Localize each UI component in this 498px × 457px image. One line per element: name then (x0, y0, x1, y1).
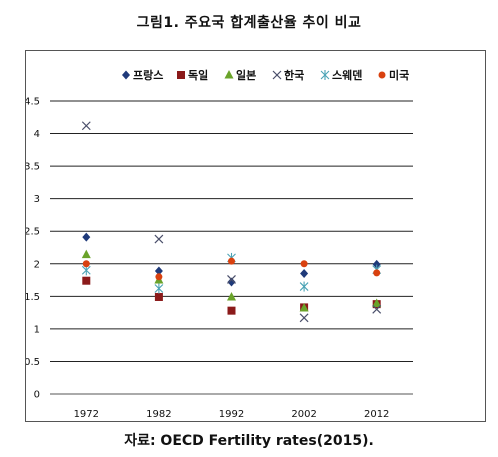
point-1 (82, 276, 91, 285)
x-tick-label: 1982 (146, 409, 171, 420)
point-4 (299, 281, 309, 292)
point-0 (82, 232, 91, 242)
asterisk-icon (320, 70, 330, 80)
circle-icon (378, 71, 386, 79)
y-tick-label: 0 (34, 390, 40, 401)
point-3 (154, 234, 164, 244)
point-2 (227, 291, 236, 301)
point-5 (373, 269, 381, 277)
x-tick-label: 2002 (291, 409, 316, 420)
point-5 (300, 260, 308, 268)
x-axis: 1972 1982 1992 2002 2012 (74, 409, 390, 420)
point-0 (154, 266, 163, 276)
legend-item: 미국 (378, 68, 409, 82)
square-icon (177, 71, 185, 79)
point-0 (300, 269, 309, 279)
x-icon (272, 70, 282, 80)
point-2 (81, 249, 91, 259)
legend-item: 일본 (224, 68, 256, 82)
point-0 (372, 259, 381, 269)
legend-label: 프랑스 (133, 69, 163, 82)
point-1 (227, 306, 236, 315)
legend-label: 스웨덴 (332, 68, 362, 82)
triangle-icon (224, 70, 234, 79)
data-points (81, 121, 382, 323)
y-axis: 0 0.5 1 1.5 2 2.5 3 3.5 4 4.5 (24, 97, 40, 401)
point-0 (227, 277, 236, 287)
diamond-icon (122, 70, 130, 80)
point-3 (299, 313, 309, 323)
y-tick-label: 2 (34, 259, 40, 270)
legend-label: 일본 (236, 68, 256, 82)
legend-label: 미국 (389, 68, 409, 82)
point-3 (372, 304, 382, 314)
legend-label: 독일 (188, 68, 208, 82)
source-note: 자료: OECD Fertility rates(2015). (124, 433, 374, 449)
chart-frame: 프랑스 독일 일본 한국 스웨덴 미국 0 0.5 1 1.5 2 2.5 3 3.5 4 4.5 1972… (24, 50, 486, 422)
y-tick-label: 3.5 (26, 162, 40, 173)
legend-item: 독일 (177, 68, 208, 82)
point-3 (81, 121, 91, 131)
gridlines (50, 100, 413, 395)
x-tick-label: 1972 (74, 409, 99, 420)
legend-label: 한국 (284, 68, 304, 82)
x-tick-label: 1992 (219, 409, 244, 420)
chart-title: 그림1. 주요국 합계출산율 추이 비교 (136, 15, 362, 31)
y-tick-label: 0.5 (26, 357, 40, 368)
legend: 프랑스 독일 일본 한국 스웨덴 미국 (122, 68, 409, 82)
legend-item: 스웨덴 (320, 68, 362, 82)
point-4 (154, 283, 164, 294)
point-5 (82, 260, 90, 268)
legend-item: 프랑스 (122, 69, 163, 82)
y-tick-label: 4.5 (26, 97, 40, 108)
point-2 (299, 303, 309, 312)
legend-item: 한국 (272, 68, 304, 82)
y-tick-label: 3 (34, 194, 40, 205)
point-3 (227, 274, 236, 284)
point-1 (154, 292, 163, 301)
point-5 (155, 273, 163, 281)
x-tick-label: 2012 (364, 409, 389, 420)
point-5 (228, 257, 235, 265)
point-2 (372, 298, 382, 307)
y-tick-label: 2.5 (26, 227, 40, 238)
y-tick-label: 1.5 (26, 292, 40, 303)
y-tick-label: 1 (34, 324, 40, 335)
chart-plot: 프랑스 독일 일본 한국 스웨덴 미국 0 0.5 1 1.5 2 2.5 3 3.5 4 4.5 1972… (24, 68, 413, 420)
y-tick-label: 4 (34, 129, 40, 140)
